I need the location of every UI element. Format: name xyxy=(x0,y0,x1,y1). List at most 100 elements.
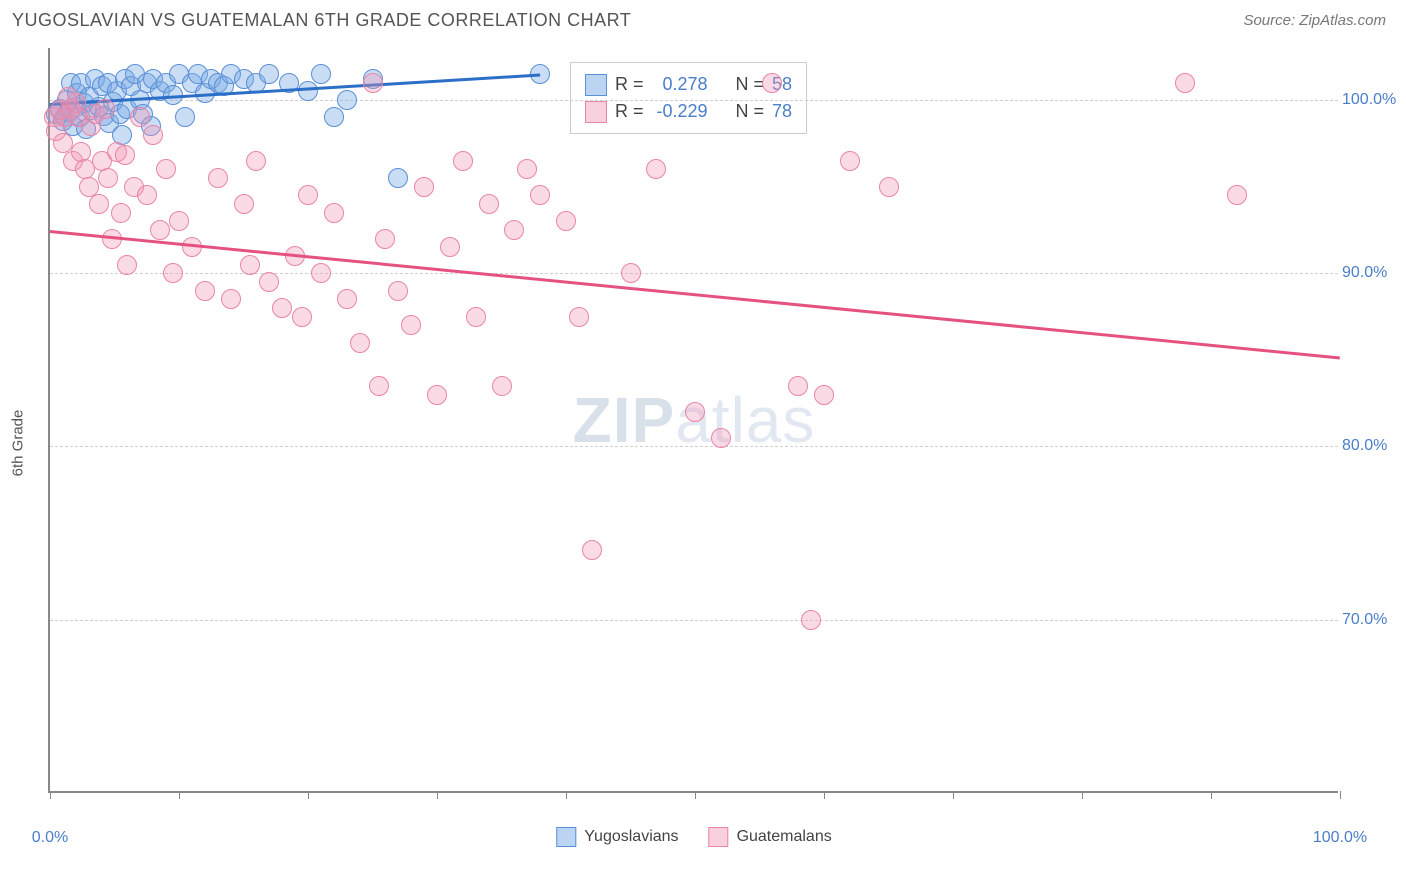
data-point xyxy=(401,315,421,335)
x-tick xyxy=(695,791,696,799)
legend-swatch xyxy=(556,827,576,847)
data-point xyxy=(143,125,163,145)
data-point xyxy=(711,428,731,448)
data-point xyxy=(98,168,118,188)
data-point xyxy=(115,145,135,165)
legend-item: Yugoslavians xyxy=(556,827,678,847)
r-label: R = xyxy=(615,71,644,98)
data-point xyxy=(1175,73,1195,93)
x-tick-label: 0.0% xyxy=(32,829,68,847)
data-point xyxy=(466,307,486,327)
data-point xyxy=(582,540,602,560)
data-point xyxy=(492,376,512,396)
data-point xyxy=(337,289,357,309)
data-point xyxy=(182,237,202,257)
n-label: N = xyxy=(736,71,765,98)
data-point xyxy=(311,64,331,84)
chart-title: YUGOSLAVIAN VS GUATEMALAN 6TH GRADE CORR… xyxy=(12,10,631,31)
data-point xyxy=(453,151,473,171)
data-point xyxy=(195,281,215,301)
data-point xyxy=(440,237,460,257)
data-point xyxy=(427,385,447,405)
legend-label: Yugoslavians xyxy=(584,828,678,846)
data-point xyxy=(504,220,524,240)
data-point xyxy=(324,203,344,223)
n-label: N = xyxy=(736,98,765,125)
grid-line xyxy=(50,620,1338,621)
data-point xyxy=(375,229,395,249)
plot-area: ZIPatlas R =0.278N =58R =-0.229N =78 Yug… xyxy=(48,48,1338,793)
data-point xyxy=(117,255,137,275)
data-point xyxy=(298,185,318,205)
data-point xyxy=(414,177,434,197)
grid-line xyxy=(50,446,1338,447)
x-tick xyxy=(824,791,825,799)
data-point xyxy=(337,90,357,110)
source-label: Source: ZipAtlas.com xyxy=(1243,12,1386,29)
x-tick xyxy=(1211,791,1212,799)
data-point xyxy=(292,307,312,327)
legend-row: R =-0.229N =78 xyxy=(585,98,792,125)
r-value: -0.229 xyxy=(652,98,708,125)
y-axis-title: 6th Grade xyxy=(10,410,27,477)
data-point xyxy=(569,307,589,327)
legend-swatch xyxy=(585,74,607,96)
grid-line xyxy=(50,273,1338,274)
data-point xyxy=(163,263,183,283)
data-point xyxy=(363,73,383,93)
data-point xyxy=(240,255,260,275)
data-point xyxy=(350,333,370,353)
data-point xyxy=(388,281,408,301)
data-point xyxy=(259,64,279,84)
data-point xyxy=(646,159,666,179)
y-tick-label: 80.0% xyxy=(1342,437,1396,455)
data-point xyxy=(298,81,318,101)
data-point xyxy=(175,107,195,127)
data-point xyxy=(324,107,344,127)
data-point xyxy=(137,185,157,205)
data-point xyxy=(130,107,150,127)
r-value: 0.278 xyxy=(652,71,708,98)
x-tick xyxy=(953,791,954,799)
x-tick xyxy=(308,791,309,799)
x-tick xyxy=(1082,791,1083,799)
data-point xyxy=(517,159,537,179)
data-point xyxy=(156,159,176,179)
data-point xyxy=(814,385,834,405)
data-point xyxy=(369,376,389,396)
data-point xyxy=(840,151,860,171)
x-tick-label: 100.0% xyxy=(1313,829,1367,847)
data-point xyxy=(311,263,331,283)
bottom-legend: Yugoslavians Guatemalans xyxy=(556,827,831,847)
data-point xyxy=(221,289,241,309)
y-tick-label: 100.0% xyxy=(1342,91,1396,109)
data-point xyxy=(801,610,821,630)
data-point xyxy=(272,298,292,318)
data-point xyxy=(259,272,279,292)
data-point xyxy=(89,194,109,214)
x-tick xyxy=(437,791,438,799)
x-tick xyxy=(566,791,567,799)
data-point xyxy=(150,220,170,240)
data-point xyxy=(788,376,808,396)
data-point xyxy=(208,168,228,188)
data-point xyxy=(879,177,899,197)
data-point xyxy=(388,168,408,188)
chart-header: YUGOSLAVIAN VS GUATEMALAN 6TH GRADE CORR… xyxy=(0,0,1406,37)
trend-line xyxy=(50,230,1340,359)
x-tick xyxy=(1340,791,1341,799)
legend-row: R =0.278N =58 xyxy=(585,71,792,98)
n-value: 78 xyxy=(772,98,792,125)
legend-swatch xyxy=(585,101,607,123)
data-point xyxy=(479,194,499,214)
y-tick-label: 70.0% xyxy=(1342,611,1396,629)
data-point xyxy=(1227,185,1247,205)
data-point xyxy=(234,194,254,214)
data-point xyxy=(95,99,115,119)
data-point xyxy=(246,151,266,171)
data-point xyxy=(530,185,550,205)
legend-swatch xyxy=(709,827,729,847)
legend-item: Guatemalans xyxy=(709,827,832,847)
grid-line xyxy=(50,100,1338,101)
data-point xyxy=(169,211,189,231)
